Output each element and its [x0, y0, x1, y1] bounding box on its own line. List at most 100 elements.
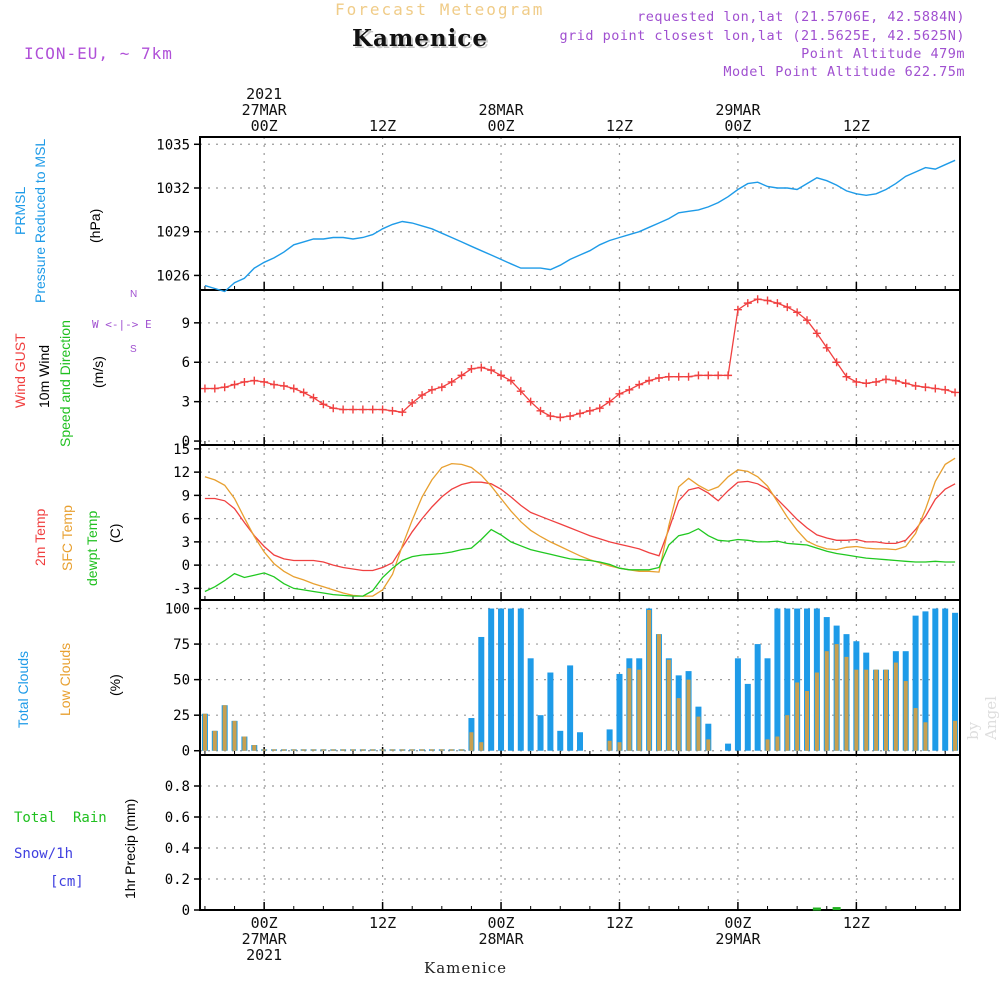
gust-point — [654, 374, 663, 383]
gust-point — [289, 384, 298, 393]
cloud-total-bar — [488, 608, 495, 751]
compass-s: S — [130, 344, 137, 355]
cloud-low-bar — [232, 720, 237, 751]
cloud-low-bar — [370, 749, 375, 751]
gust-point — [743, 299, 752, 308]
cloud-low-bar — [785, 715, 790, 751]
gust-point — [763, 296, 772, 305]
gust-point — [260, 377, 269, 386]
gust-point — [842, 372, 851, 381]
gust-point — [881, 375, 890, 384]
cloud-low-bar — [953, 720, 958, 751]
cloud-low-bar — [627, 668, 632, 751]
gust-point — [309, 393, 318, 402]
gust-point — [921, 383, 930, 392]
cloud-low-bar — [400, 749, 405, 751]
gust-point — [348, 405, 357, 414]
cloud-total-bar — [606, 729, 613, 751]
top-time-label: 28MAR — [478, 101, 524, 119]
cloud-low-bar — [252, 745, 257, 751]
snow-unit: [cm] — [50, 874, 84, 890]
y-tick-label: 100 — [165, 602, 190, 618]
cloud-low-bar — [429, 749, 434, 751]
series-wind-gust — [204, 298, 956, 419]
cloud-total-bar — [942, 608, 949, 751]
gust-point — [704, 371, 713, 380]
y-tick-label: 3 — [182, 395, 190, 411]
gust-point — [753, 295, 762, 304]
gust-point — [427, 385, 436, 394]
y-tick-label: 1035 — [156, 137, 190, 153]
series-dewpt-temp — [204, 527, 956, 597]
bottom-time-label: 12Z — [369, 914, 396, 932]
model-label: ICON-EU, ~ 7km — [24, 44, 173, 63]
gust-point — [497, 371, 506, 380]
gust-point — [270, 380, 279, 389]
gust-point — [358, 405, 367, 414]
y-tick-label: 6 — [182, 355, 190, 371]
cloud-low-bar — [380, 749, 385, 751]
cloud-low-bar — [262, 749, 267, 751]
y-tick-label: 3 — [182, 535, 190, 551]
gust-point — [240, 377, 249, 386]
cloud-low-bar — [805, 691, 810, 751]
location-title: Kamenice — [352, 25, 488, 52]
cloud-total-bar — [734, 658, 741, 751]
gust-point — [526, 397, 535, 406]
y-tick-label: 6 — [182, 512, 190, 528]
cloud-total-bar — [784, 608, 791, 751]
y-tick-label: 0.2 — [165, 872, 190, 888]
cloud-low-bar — [844, 656, 849, 751]
cloud-total-bar — [527, 658, 534, 751]
y-tick-label: -3 — [173, 581, 190, 597]
bottom-time-label: 29MAR — [715, 930, 761, 948]
gust-point — [250, 376, 259, 385]
cloud-total-bar — [794, 608, 801, 751]
cloud-low-bar — [439, 749, 444, 751]
cloud-total-bar — [744, 683, 751, 751]
gust-point — [447, 377, 456, 386]
y-tick-label: 0 — [182, 903, 190, 919]
gust-point — [220, 383, 229, 392]
cloud-low-bar — [607, 740, 612, 751]
y-tick-label: 0.8 — [165, 779, 190, 795]
gust-point — [615, 389, 624, 398]
bottom-time-label: 12Z — [606, 914, 633, 932]
gust-point — [418, 391, 427, 400]
panel-frame-precipitation — [199, 754, 961, 911]
top-time-label: 12Z — [843, 117, 870, 135]
footer-location: Kamenice — [424, 959, 507, 977]
cloud-low-bar — [913, 708, 918, 751]
gust-point — [931, 384, 940, 393]
cloud-total-bar — [922, 611, 929, 751]
cloud-low-bar — [854, 669, 859, 751]
gust-point — [319, 400, 328, 409]
cloud-low-bar — [893, 662, 898, 751]
gust-point — [901, 379, 910, 388]
cloud-low-bar — [864, 669, 869, 751]
gust-point — [329, 404, 338, 413]
y-tick-label: 0.6 — [165, 810, 190, 826]
top-time-label: 00Z — [724, 117, 751, 135]
cloud-low-bar — [883, 669, 888, 751]
product-title: Forecast Meteogram — [335, 0, 545, 19]
gust-point — [477, 363, 486, 372]
top-time-label: 12Z — [606, 117, 633, 135]
requested-coords: requested lon,lat (21.5706E, 42.5884N) — [637, 9, 965, 25]
cloud-low-bar — [706, 739, 711, 751]
gust-point — [299, 388, 308, 397]
series-2m-temp — [204, 480, 956, 572]
cloud-low-bar — [449, 749, 454, 751]
cloud-low-bar — [795, 682, 800, 751]
gust-point — [733, 305, 742, 314]
cloud-low-bar — [420, 749, 425, 751]
y-tick-label: 0 — [182, 744, 190, 760]
cloud-low-bar — [410, 749, 415, 751]
cloud-low-bar — [331, 749, 336, 751]
cloud-low-bar — [272, 749, 277, 751]
top-time-label: 2021 — [246, 85, 282, 103]
cloud-low-bar — [874, 669, 879, 751]
y-tick-label: 0.4 — [165, 841, 190, 857]
bottom-time-label: 27MAR — [242, 930, 288, 948]
